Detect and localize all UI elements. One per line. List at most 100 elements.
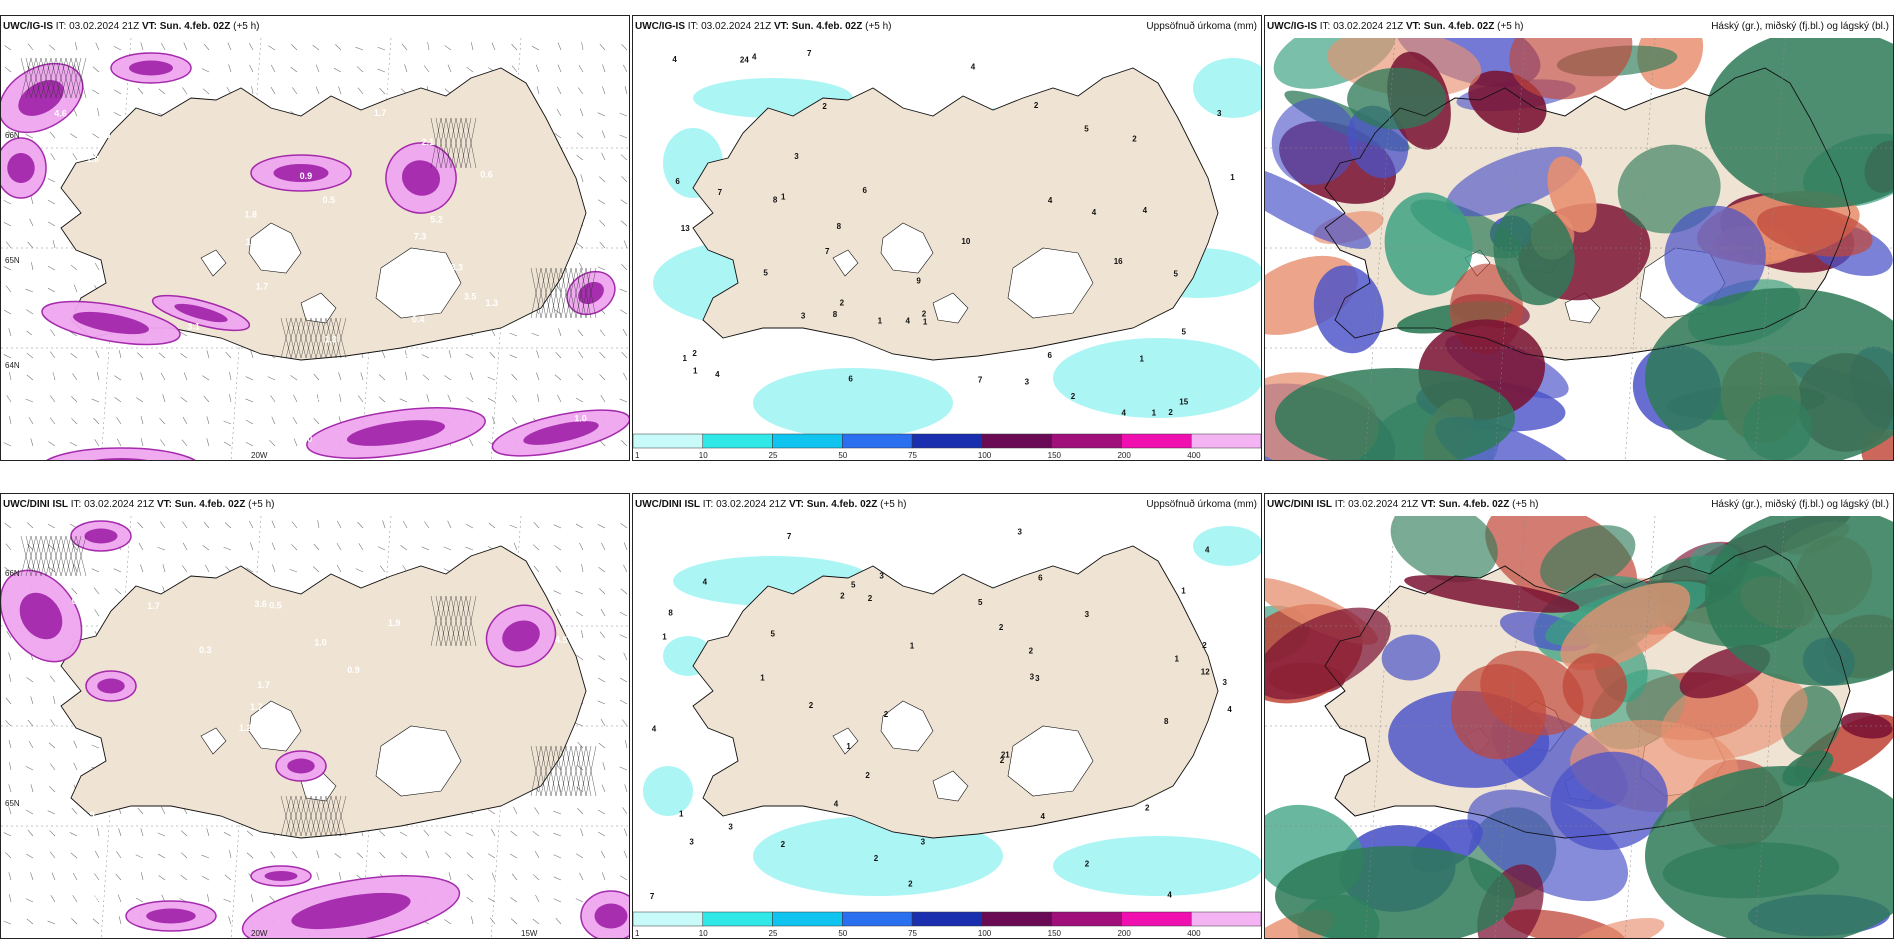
panel-subtitle: Uppsöfnuð úrkoma (mm) [1146, 499, 1257, 510]
precip-value-label: 1.7 [256, 281, 269, 291]
glacier-outline [375, 247, 462, 319]
colorbar-swatch [772, 911, 843, 927]
colorbar-tick: 150 [1048, 929, 1062, 938]
accum-value-label: 4 [672, 55, 677, 64]
init-time: IT: 03.02.2024 21Z [1319, 21, 1404, 32]
lead-time: (+5 h) [1497, 21, 1524, 32]
colorbar-tick: 50 [838, 451, 847, 460]
precip-value-label: 6.5 [98, 130, 111, 140]
glacier-outline [1007, 725, 1094, 797]
colorbar-swatch [772, 433, 843, 449]
accum-value-label: 4 [715, 370, 720, 379]
precip-value-label: 4.6 [54, 109, 67, 119]
accum-value-label: 2 [822, 102, 827, 111]
accum-value-label: 1 [878, 316, 883, 325]
accum-value-label: 2 [1071, 392, 1076, 401]
axis-label: 20W [251, 451, 268, 460]
accum-value-label: 2 [868, 594, 873, 603]
accum-value-label: 7 [807, 49, 812, 58]
precip-value-label: 0.6 [394, 283, 407, 293]
accum-value-label: 13 [681, 224, 690, 233]
accum-value-label: 3 [1035, 674, 1040, 683]
accum-value-label: 2 [999, 623, 1004, 632]
lead-time: (+5 h) [880, 499, 907, 510]
precip-value-label: 1.7 [250, 702, 263, 712]
panel-ig-accum: UWC/IG-IS IT: 03.02.2024 21Z VT: Sun. 4.… [632, 15, 1262, 461]
panel-dini-precip: UWC/DINI ISL IT: 03.02.2024 21Z VT: Sun.… [0, 493, 630, 939]
accum-value-label: 4 [703, 578, 708, 587]
map-clouds[interactable] [1265, 516, 1893, 938]
panel-header: UWC/IG-IS IT: 03.02.2024 21Z VT: Sun. 4.… [1265, 16, 1893, 38]
accum-value-label: 3 [801, 312, 806, 321]
precip-value-label: 1.0 [314, 637, 327, 647]
axis-label: 65N [5, 799, 20, 808]
panel-header: UWC/IG-IS IT: 03.02.2024 21Z VT: Sun. 4.… [633, 16, 1261, 38]
accum-value-label: 6 [1038, 574, 1043, 583]
model-name: UWC/DINI ISL [1267, 499, 1332, 510]
colorbar-swatch [842, 433, 913, 449]
map-accum[interactable]: 9 8 24 16 2 2 4 7 8 4 4 4 4 4 8 6 10 1 3 6 1 1 3 3 1 4 7 2 2 1 2 1 4 5 5 6 7… [633, 38, 1261, 460]
accum-value-label: 1 [1139, 355, 1144, 364]
precip-value-label: 1.8 [86, 154, 99, 164]
convective-hatch [20, 57, 597, 359]
colorbar-tick: 25 [769, 451, 778, 460]
accum-value-label: 2 [840, 299, 845, 308]
accum-value-label: 4 [652, 725, 657, 734]
model-name: UWC/DINI ISL [635, 499, 700, 510]
valid-time: VT: Sun. 4.feb. 02Z [1405, 21, 1495, 32]
valid-time: VT: Sun. 4.feb. 02Z [156, 499, 246, 510]
glacier-outline [880, 222, 934, 274]
accum-value-label: 3 [728, 823, 733, 832]
accum-value-label: 2 [865, 771, 870, 780]
accum-value-label: 6 [1047, 351, 1052, 360]
accum-value-label: 4 [1227, 705, 1232, 714]
precip-value-label: 0.9 [347, 665, 360, 675]
precip-value-label: 0.3 [199, 645, 212, 655]
map-clouds[interactable] [1265, 38, 1893, 460]
panel-subtitle: Uppsöfnuð úrkoma (mm) [1146, 21, 1257, 32]
accum-value-label: 2 [922, 310, 927, 319]
precip-value-label: 1.7 [257, 680, 270, 690]
glacier-outline [300, 292, 337, 324]
accum-value-label: 8 [833, 310, 838, 319]
precip-value-label: 2.7 [555, 582, 568, 592]
accum-value-label: 2 [1085, 860, 1090, 869]
precip-value-label: 1.8 [245, 209, 258, 219]
accum-value-label: 3 [1222, 678, 1227, 687]
accum-value-label: 4 [834, 800, 839, 809]
precip-value-label: 4.8 [393, 761, 406, 771]
map-accum[interactable]: 4 5 3 4 4 1 1 2 3 7 3 2 1 4 4 5 12 21 3 2 1 2 5 2 1 2 1 2 1 4 2 3 2 2 2 2 3 3… [633, 516, 1261, 938]
precip-areas [1, 52, 629, 460]
accum-value-label: 5 [771, 629, 776, 638]
accum-value-label: 15 [1179, 398, 1188, 407]
accum-value-label: 2 [874, 854, 879, 863]
colorbar-swatch [633, 911, 704, 927]
precip-value-label: 2.1 [422, 137, 435, 147]
colorbar-tick: 1 [635, 451, 640, 460]
axis-label: 65N [5, 256, 20, 265]
glacier-outline [1007, 247, 1094, 319]
accum-value-label: 5 [763, 268, 768, 277]
panel-header: UWC/DINI ISL IT: 03.02.2024 21Z VT: Sun.… [1265, 494, 1893, 516]
precip-value-label: 3.6 [254, 599, 267, 609]
precip-value-label: 2.0 [611, 189, 624, 199]
accum-value-label: 2 [692, 349, 697, 358]
accum-value-label: 3 [1030, 673, 1035, 682]
lead-time: (+5 h) [1512, 499, 1539, 510]
glacier-outline [248, 222, 302, 274]
precip-value-label: 0.2 [132, 853, 145, 863]
accum-value-label: 8 [773, 196, 778, 205]
lead-time: (+5 h) [233, 21, 260, 32]
precip-value-label: 0.4 [92, 893, 105, 903]
colorbar-swatch [1121, 911, 1192, 927]
glacier-outline [932, 770, 969, 802]
precip-value-label: 6.2 [609, 195, 622, 205]
axis-label: 64N [5, 361, 20, 370]
accum-value-label: 1 [781, 192, 786, 201]
precip-value-label: 0.4 [412, 315, 425, 325]
colorbar-swatch [1051, 433, 1122, 449]
map-precip[interactable]: 2.1 1.9 2.7 1.2 1.9 0.4 3.6 1.0 0.9 0.3 0.3 0.2 0.5 0… [1, 516, 629, 938]
map-precip[interactable]: 2.4 2.4 3.1 7.3 2.0 2.0 1.8 1.7 2.8 3.4 0.6 1.3 1.8 3… [1, 38, 629, 460]
axis-label: 20W [251, 929, 268, 938]
precip-value-label: 7.3 [414, 231, 427, 241]
